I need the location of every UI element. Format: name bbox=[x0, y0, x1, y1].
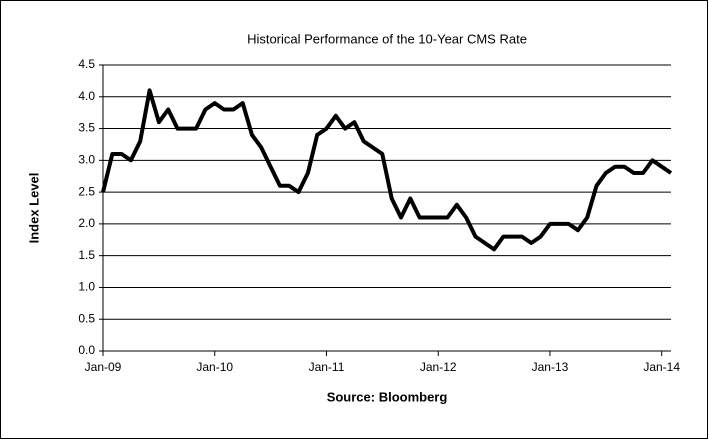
x-tick-label: Jan-13 bbox=[532, 360, 569, 374]
x-tick-label: Jan-12 bbox=[420, 360, 457, 374]
y-tick-label: 1.0 bbox=[78, 280, 95, 294]
x-tick-label: Jan-09 bbox=[85, 360, 122, 374]
y-tick-label: 0.5 bbox=[78, 311, 95, 325]
chart-title: Historical Performance of the 10-Year CM… bbox=[247, 31, 527, 46]
x-tick-label: Jan-10 bbox=[196, 360, 233, 374]
y-tick-label: 3.0 bbox=[78, 153, 95, 167]
y-tick-label: 4.0 bbox=[78, 89, 95, 103]
x-axis-title: Source: Bloomberg bbox=[327, 389, 448, 404]
y-tick-label: 3.5 bbox=[78, 121, 95, 135]
y-tick-label: 2.0 bbox=[78, 216, 95, 230]
y-tick-label: 0.0 bbox=[78, 343, 95, 357]
y-tick-label: 2.5 bbox=[78, 184, 95, 198]
data-line bbox=[101, 88, 673, 252]
y-tick-label: 1.5 bbox=[78, 248, 95, 262]
y-tick-label: 4.5 bbox=[78, 57, 95, 71]
x-tick-label: Jan-14 bbox=[643, 360, 680, 374]
y-axis-title: Index Level bbox=[26, 173, 41, 244]
x-tick-label: Jan-11 bbox=[309, 360, 345, 374]
